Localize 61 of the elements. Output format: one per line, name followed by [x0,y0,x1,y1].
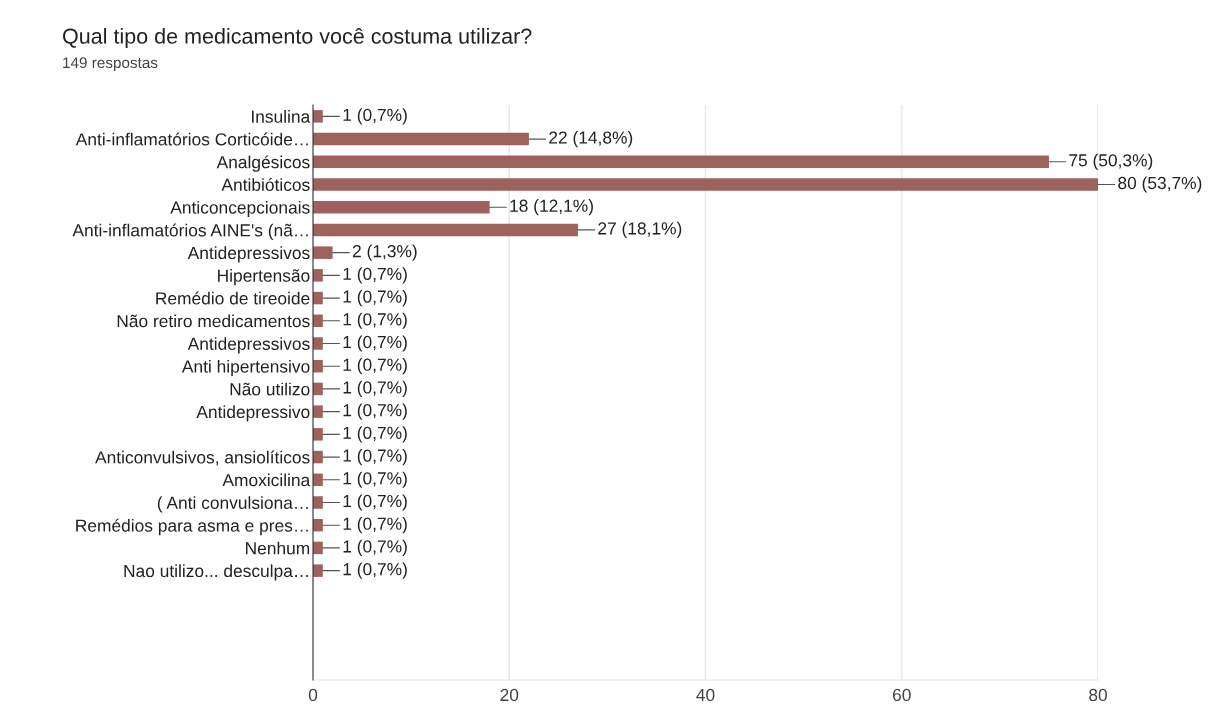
y-tick-label: Anticoncepcionais [170,200,310,218]
x-tick-label: 60 [892,688,911,702]
y-tick-label: Antidepressivos [187,246,310,263]
y-tick-label: Anti hipertensivo [181,359,310,377]
y-tick-label: Antidepressivo [196,405,310,422]
y-tick-label: Não utilizo [230,382,310,396]
data-label: 1 (0,7%) [343,289,407,307]
data-label: 1 (0,7%) [343,517,407,534]
y-tick-label: Anti-inflamatórios Corticóide… [75,132,308,146]
data-label: 1 (0,7%) [343,403,407,420]
x-tick-label: 40 [696,688,715,702]
y-tick-label: Amoxicilina [222,473,311,487]
data-label: 75 (50,3%) [1069,153,1153,170]
bar [313,269,323,282]
data-label: 1 (0,7%) [343,380,407,398]
bar [313,405,323,418]
bar [313,496,323,509]
data-label: 1 (0,7%) [343,267,407,284]
y-tick-label: Nao utilizo... desculpa… [124,564,308,581]
bar [313,564,323,577]
y-tick-label: Antibióticos [221,178,310,191]
bar [313,178,1098,191]
x-tick-label: 0 [308,688,318,702]
bar [313,246,333,259]
data-label: 1 (0,7%) [343,448,407,466]
data-label: 1 (0,7%) [343,335,407,352]
y-tick-label: ( Anti convulsiona… [157,496,308,513]
data-label: 80 (53,7%) [1118,176,1202,193]
data-label: 1 (0,7%) [343,358,407,375]
y-tick-label: Antidepressivos [187,337,310,354]
data-label: 1 (0,7%) [343,108,407,125]
data-label: 1 (0,7%) [343,494,407,511]
bar [313,428,323,441]
y-tick-label: Remédio de tireoide [156,291,310,305]
y-tick-label: Hipertensão [218,269,310,286]
data-label: 22 (14,8%) [549,130,633,148]
y-tick-label: Não retiro medicamentos [117,314,310,328]
x-tick-label: 20 [500,688,519,702]
bar [313,155,1049,169]
x-tick-label: 80 [1089,688,1107,702]
data-label: 1 (0,7%) [343,562,407,579]
y-tick-label: Anticonvulsivos, ansiolíticos [95,450,310,466]
bar [313,337,323,350]
y-tick-label: Anti-inflamatórios AINE's (nã… [72,223,308,240]
text: 149 respostas [63,57,158,72]
data-label: 1 (0,7%) [343,539,407,557]
bar [313,223,578,237]
bar [313,110,323,123]
data-label: 1 (0,7%) [343,426,407,443]
data-label: 18 (12,1%) [510,199,593,216]
y-tick-label: Nenhum [246,541,310,555]
y-tick-label: Insulina [251,110,311,123]
data-label: 1 (0,7%) [343,312,407,329]
data-label: 27 (18,1%) [598,221,682,239]
data-label: 2 (1,3%) [352,244,417,261]
y-tick-label: Remédios para asma e pres… [76,518,308,536]
y-tick-label: Analgésicos [216,155,310,172]
data-label: 1 (0,7%) [343,471,407,488]
chart-title: Qual tipo de medicamento você costuma utilizar? [63,27,532,49]
bar [313,132,529,146]
bar [313,200,490,214]
